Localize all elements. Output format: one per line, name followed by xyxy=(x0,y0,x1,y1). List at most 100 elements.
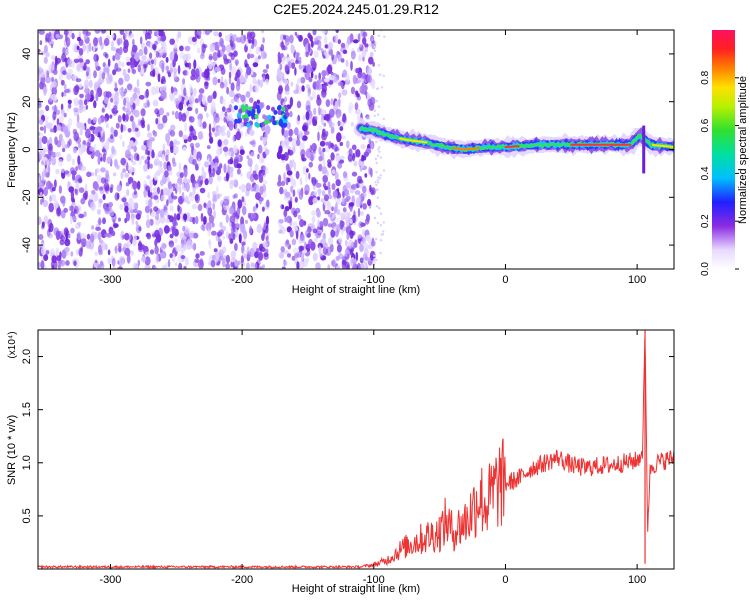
noise-speckle xyxy=(50,93,54,99)
noise-speckle xyxy=(133,189,137,196)
noise-speckle xyxy=(232,135,235,143)
noise-speckle xyxy=(40,246,47,256)
noise-speckle xyxy=(320,30,327,34)
noise-speckle xyxy=(212,190,217,196)
noise-speckle xyxy=(76,233,81,238)
noise-speckle xyxy=(67,68,73,76)
noise-speckle xyxy=(112,219,116,225)
noise-speckle xyxy=(340,42,346,49)
noise-speckle xyxy=(63,207,68,213)
noise-speckle xyxy=(330,229,336,238)
noise-speckle xyxy=(132,180,138,190)
noise-speckle xyxy=(134,97,140,107)
noise-speckle xyxy=(52,111,57,121)
noise-speckle xyxy=(281,140,285,149)
noise-speckle xyxy=(195,253,200,259)
noise-speckle xyxy=(160,242,167,251)
noise-speckle xyxy=(55,230,61,241)
noise-speckle xyxy=(231,34,238,42)
noise-speckle xyxy=(71,32,75,40)
noise-speckle xyxy=(94,60,99,70)
noise-speckle xyxy=(71,158,76,166)
noise-speckle xyxy=(295,230,299,240)
noise-speckle xyxy=(169,51,175,62)
noise-speckle xyxy=(318,163,323,172)
noise-speckle xyxy=(249,83,253,93)
noise-speckle xyxy=(315,80,320,90)
noise-speckle xyxy=(112,266,116,269)
noise-speckle xyxy=(323,194,329,202)
noise-speckle xyxy=(262,247,266,252)
noise-speckle xyxy=(110,46,117,52)
noise-speckle xyxy=(356,108,361,115)
noise-speckle xyxy=(334,100,339,111)
noise-speckle xyxy=(355,33,359,41)
noise-speckle xyxy=(235,93,242,98)
noise-speckle xyxy=(136,153,140,161)
noise-speckle xyxy=(249,262,256,269)
noise-speckle xyxy=(123,201,129,208)
noise-speckle xyxy=(215,113,219,118)
noise-speckle xyxy=(161,153,165,162)
noise-speckle xyxy=(327,141,332,149)
noise-speckle xyxy=(73,147,77,154)
snr-multiplier: (x10⁴) xyxy=(7,331,18,358)
noise-speckle xyxy=(207,60,213,70)
noise-speckle xyxy=(203,202,207,208)
noise-speckle xyxy=(153,160,158,167)
noise-speckle xyxy=(302,115,306,121)
noise-speckle xyxy=(56,255,62,262)
noise-speckle xyxy=(324,242,329,250)
noise-speckle xyxy=(190,74,196,81)
noise-speckle xyxy=(232,144,238,154)
noise-speckle xyxy=(110,97,113,103)
noise-speckle xyxy=(292,221,298,232)
noise-speckle xyxy=(38,138,43,144)
noise-speckle xyxy=(106,66,110,77)
noise-speckle xyxy=(51,86,57,96)
y-tick-label: 1.5 xyxy=(21,402,33,417)
noise-speckle xyxy=(169,140,174,151)
noise-speckle xyxy=(374,157,378,161)
noise-speckle xyxy=(284,37,290,46)
noise-speckle xyxy=(238,185,245,190)
noise-speckle xyxy=(185,179,191,184)
noise-speckle xyxy=(374,237,378,241)
noise-speckle xyxy=(68,186,75,193)
noise-speckle xyxy=(43,215,49,225)
noise-speckle xyxy=(363,242,369,250)
noise-speckle xyxy=(326,113,331,122)
noise-speckle xyxy=(160,189,164,194)
noise-speckle xyxy=(224,34,231,42)
noise-speckle xyxy=(123,97,127,107)
noise-speckle xyxy=(358,54,362,62)
noise-speckle xyxy=(169,215,174,223)
noise-speckle xyxy=(112,172,117,177)
noise-speckle xyxy=(308,76,313,83)
noise-speckle xyxy=(187,136,192,143)
noise-speckle xyxy=(78,99,83,106)
noise-speckle xyxy=(331,169,336,175)
noise-speckle xyxy=(346,233,350,241)
noise-speckle xyxy=(283,260,288,267)
noise-speckle xyxy=(188,36,194,45)
noise-speckle xyxy=(139,36,143,45)
noise-speckle xyxy=(171,191,174,199)
noise-speckle xyxy=(43,44,48,54)
noise-speckle xyxy=(183,138,188,144)
noise-speckle xyxy=(342,207,347,213)
noise-speckle xyxy=(149,52,153,59)
noise-speckle xyxy=(265,215,270,225)
noise-speckle xyxy=(198,259,204,269)
noise-speckle xyxy=(121,61,125,68)
noise-speckle xyxy=(360,144,366,150)
noise-speckle xyxy=(373,45,377,48)
noise-speckle xyxy=(366,257,371,262)
noise-speckle xyxy=(283,172,286,182)
noise-speckle xyxy=(337,162,343,169)
noise-speckle xyxy=(281,180,286,187)
noise-speckle xyxy=(92,117,98,124)
noise-speckle xyxy=(361,236,366,244)
noise-speckle xyxy=(191,203,198,210)
noise-speckle xyxy=(43,158,50,166)
